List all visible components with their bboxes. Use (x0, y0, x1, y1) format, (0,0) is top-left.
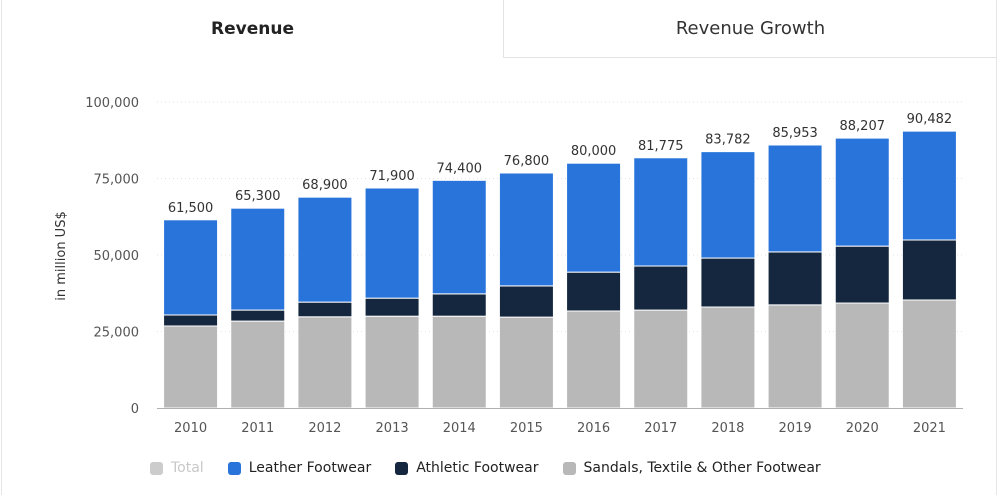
x-tick-label: 2017 (644, 421, 677, 436)
bar-segment-leather-footwear[interactable] (566, 162, 622, 273)
bar-segment-sandals-textile-other-footwear[interactable] (633, 309, 689, 409)
legend-item-athletic-footwear[interactable]: Athletic Footwear (395, 460, 539, 476)
tab-revenue[interactable]: Revenue (211, 18, 294, 39)
bar-segment-athletic-footwear[interactable] (767, 251, 823, 306)
x-tick-label: 2013 (376, 421, 409, 436)
legend-label: Total (171, 460, 204, 476)
tab-bar: Revenue Revenue Growth (0, 0, 1000, 58)
x-tick-label: 2021 (913, 421, 946, 436)
bar-segment-leather-footwear[interactable] (901, 130, 957, 241)
bar-segment-sandals-textile-other-footwear[interactable] (431, 315, 487, 409)
legend-swatch-icon (227, 461, 241, 475)
bar-segment-athletic-footwear[interactable] (498, 285, 554, 318)
y-tick-label: 0 (131, 402, 139, 417)
total-value-label: 74,400 (437, 161, 483, 176)
legend-item-sandals-textile-other-footwear[interactable]: Sandals, Textile & Other Footwear (562, 460, 821, 476)
total-value-label: 71,900 (369, 169, 415, 184)
bar-segment-sandals-textile-other-footwear[interactable] (834, 302, 890, 409)
bar-segment-leather-footwear[interactable] (364, 187, 420, 299)
tab-revenue-growth[interactable]: Revenue Growth (503, 0, 997, 58)
y-tick-label: 50,000 (94, 249, 140, 264)
bar-segment-leather-footwear[interactable] (297, 196, 353, 303)
total-value-label: 81,775 (638, 139, 684, 154)
total-value-labels: 61,500 65,300 68,900 71,900 74,400 76,800 80,0… (168, 112, 952, 216)
bar-segment-athletic-footwear[interactable] (700, 257, 756, 308)
total-value-label: 88,207 (840, 119, 886, 134)
y-axis-title: in million US$ (54, 211, 69, 300)
x-tick-label: 2014 (443, 421, 476, 436)
bar-segment-sandals-textile-other-footwear[interactable] (297, 316, 353, 409)
legend-swatch-icon (562, 461, 576, 475)
bar-segment-athletic-footwear[interactable] (834, 245, 890, 304)
x-axis-ticks: 2010 2011 2012 2013 2014 2015 2016 2017 2018 2019… (174, 421, 946, 436)
legend: Total Leather Footwear Athletic Footwear Sa… (150, 460, 845, 476)
bar-segment-leather-footwear[interactable] (230, 207, 286, 311)
bar-segment-sandals-textile-other-footwear[interactable] (700, 306, 756, 409)
bar-segment-athletic-footwear[interactable] (566, 271, 622, 312)
total-value-label: 85,953 (772, 126, 818, 141)
bar-segment-athletic-footwear[interactable] (901, 239, 957, 301)
legend-label: Leather Footwear (248, 460, 372, 476)
legend-swatch-icon (150, 461, 163, 475)
y-tick-label: 25,000 (94, 326, 140, 341)
legend-item-leather-footwear[interactable]: Leather Footwear (227, 460, 372, 476)
total-value-label: 61,500 (168, 201, 214, 216)
bar-segment-athletic-footwear[interactable] (230, 309, 286, 322)
bars (163, 130, 957, 409)
total-value-label: 90,482 (907, 112, 953, 127)
bar-segment-sandals-textile-other-footwear[interactable] (364, 315, 420, 409)
y-axis-ticks: 0 25,000 50,000 75,000 100,000 (85, 96, 139, 417)
bar-segment-sandals-textile-other-footwear[interactable] (901, 299, 957, 409)
bar-segment-athletic-footwear[interactable] (431, 293, 487, 317)
bar-segment-athletic-footwear[interactable] (163, 314, 219, 327)
legend-swatch-icon (395, 461, 409, 475)
x-tick-label: 2012 (308, 421, 341, 436)
bar-segment-leather-footwear[interactable] (498, 172, 554, 287)
x-tick-label: 2018 (711, 421, 744, 436)
x-tick-label: 2011 (241, 421, 274, 436)
bar-segment-leather-footwear[interactable] (700, 151, 756, 259)
legend-item-total[interactable]: Total (150, 460, 204, 476)
bar-segment-sandals-textile-other-footwear[interactable] (566, 310, 622, 409)
bar-segment-leather-footwear[interactable] (431, 179, 487, 295)
bar-segment-sandals-textile-other-footwear[interactable] (767, 304, 823, 409)
bar-segment-athletic-footwear[interactable] (297, 301, 353, 318)
total-value-label: 68,900 (302, 178, 348, 193)
bar-segment-leather-footwear[interactable] (633, 157, 689, 267)
bar-segment-leather-footwear[interactable] (834, 137, 890, 247)
x-tick-label: 2010 (174, 421, 207, 436)
total-value-label: 83,782 (705, 133, 751, 148)
total-value-label: 65,300 (235, 189, 281, 204)
x-tick-label: 2015 (510, 421, 543, 436)
y-tick-label: 100,000 (85, 96, 139, 111)
total-value-label: 80,000 (571, 144, 617, 159)
bar-segment-sandals-textile-other-footwear[interactable] (498, 316, 554, 409)
y-tick-label: 75,000 (94, 173, 140, 188)
bar-segment-sandals-textile-other-footwear[interactable] (163, 325, 219, 409)
x-tick-label: 2020 (846, 421, 879, 436)
bar-segment-sandals-textile-other-footwear[interactable] (230, 320, 286, 409)
legend-label: Sandals, Textile & Other Footwear (583, 460, 821, 476)
bar-segment-leather-footwear[interactable] (163, 219, 219, 316)
total-value-label: 76,800 (504, 154, 550, 169)
bar-segment-athletic-footwear[interactable] (633, 265, 689, 311)
x-tick-label: 2016 (577, 421, 610, 436)
legend-label: Athletic Footwear (416, 460, 539, 476)
bar-segment-leather-footwear[interactable] (767, 144, 823, 253)
x-tick-label: 2019 (779, 421, 812, 436)
bar-segment-athletic-footwear[interactable] (364, 297, 420, 317)
